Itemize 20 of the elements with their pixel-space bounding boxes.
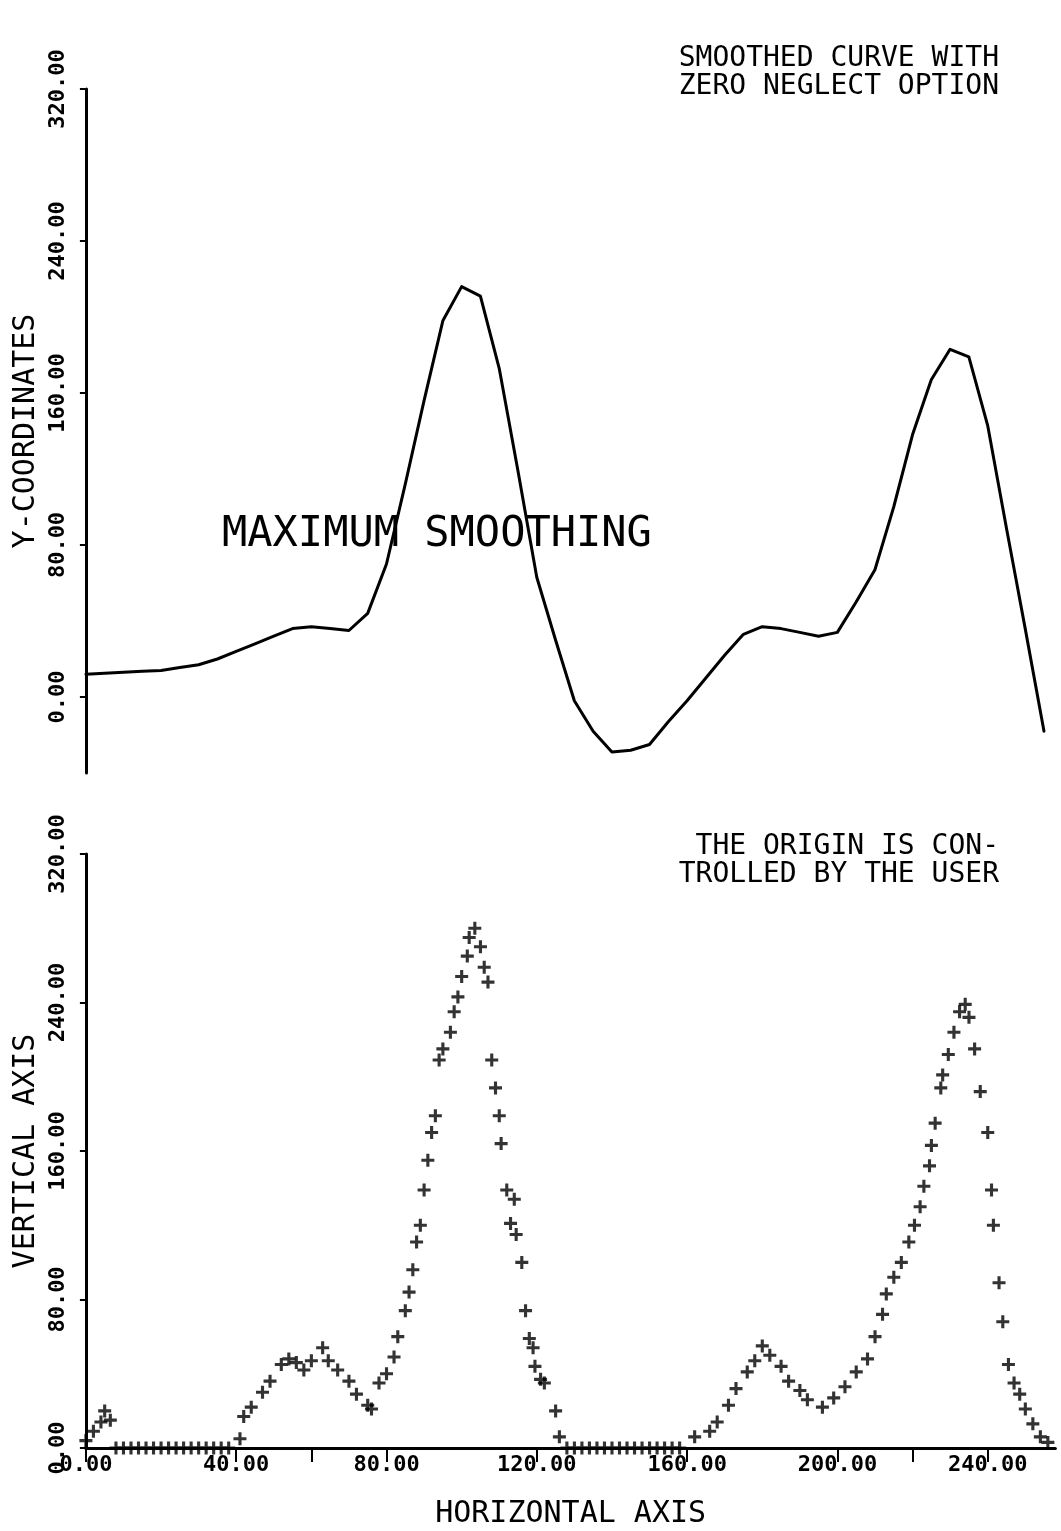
- x-tick-label: 120.00: [497, 1450, 577, 1476]
- x-tick-label: 160.00: [647, 1450, 727, 1476]
- x-tick-label: 200.00: [797, 1450, 878, 1476]
- y-tick-label: 320.00: [44, 49, 70, 129]
- y-tick-label: 240.00: [44, 962, 70, 1043]
- y-tick-label: 0.00: [44, 670, 70, 724]
- x-axis-title: HORIZONTAL AXIS: [435, 1493, 707, 1529]
- y-tick-label: 80.00: [44, 511, 70, 579]
- y-axis-title: Y-COORDINATES: [5, 313, 41, 549]
- x-tick-label: 80.00: [353, 1450, 420, 1476]
- y-tick-label: 240.00: [44, 201, 70, 281]
- x-tick-label: 240.00: [948, 1450, 1028, 1476]
- y-axis-title: VERTICAL AXIS: [5, 1033, 41, 1269]
- annotation: SMOOTHED CURVE WITH ZERO NEGLECT OPTION: [678, 39, 999, 101]
- y-tick-label: 320.00: [44, 814, 70, 894]
- x-tick-label: 40.00: [203, 1450, 270, 1476]
- y-tick-label: 80.00: [44, 1266, 70, 1333]
- y-tick-label: 160.00: [44, 353, 70, 433]
- annotation: THE ORIGIN IS CON- TROLLED BY THE USER: [678, 827, 1000, 889]
- y-tick-label: 160.00: [44, 1111, 70, 1191]
